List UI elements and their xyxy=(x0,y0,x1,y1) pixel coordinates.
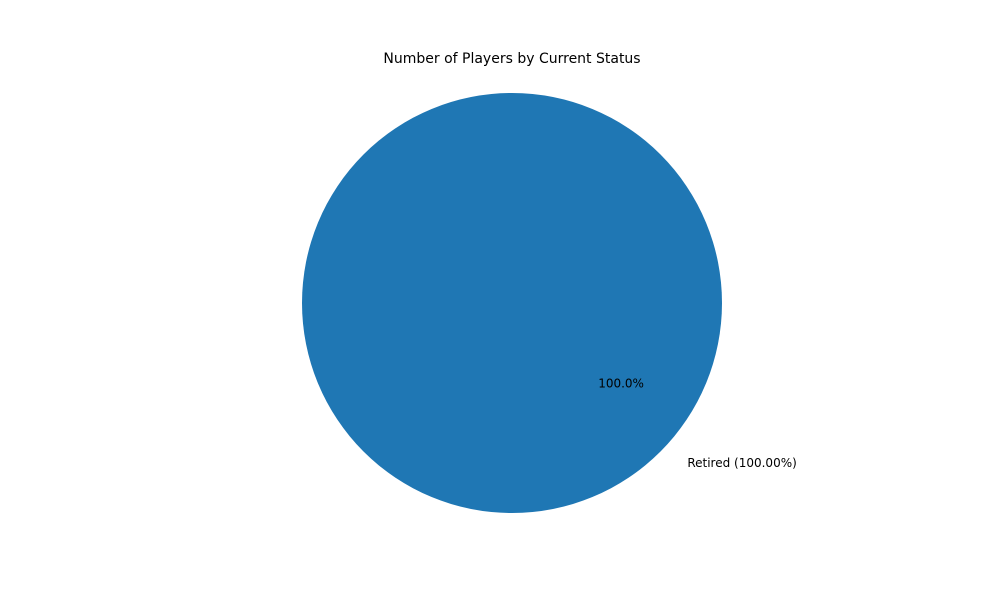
chart-title: Number of Players by Current Status xyxy=(383,51,640,67)
pie-slice-percent-label: 100.0% xyxy=(598,377,644,391)
pie-slice xyxy=(302,93,722,513)
pie-slice-label: Retired (100.00%) xyxy=(687,456,796,470)
pie-labels: Retired (100.00%) 100.0% xyxy=(598,377,797,470)
pie-slices xyxy=(302,93,722,513)
